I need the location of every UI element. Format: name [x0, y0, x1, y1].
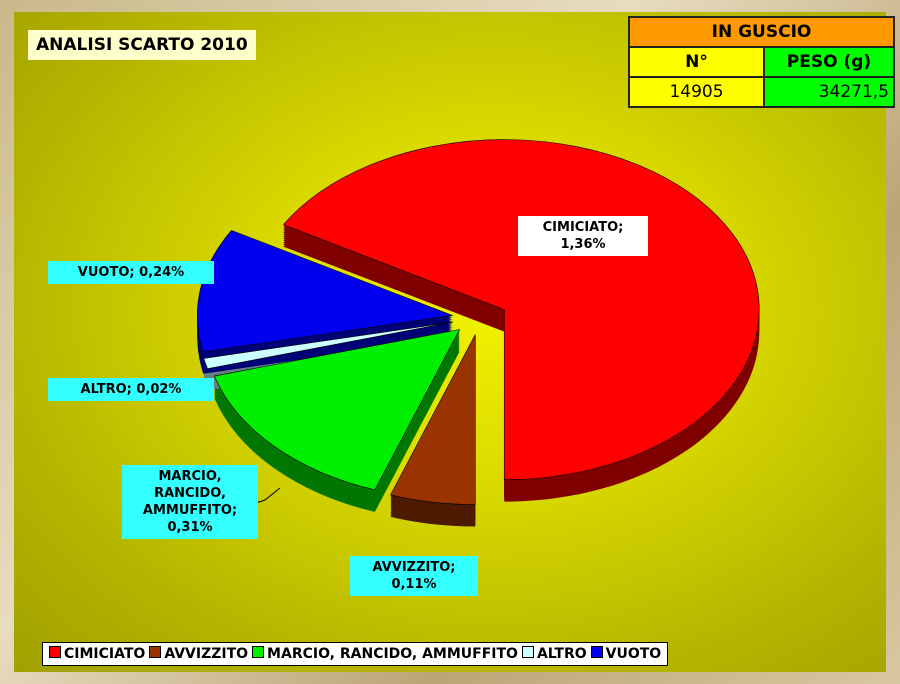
data-label: CIMICIATO; 1,36% [518, 216, 648, 256]
data-label: AVVIZZITO; 0,11% [350, 556, 478, 596]
legend-item: ALTRO [521, 646, 587, 662]
table-cell: 34271,5 [763, 76, 895, 108]
slice [203, 321, 453, 369]
legend-label: MARCIO, RANCIDO, AMMUFFITO [267, 646, 518, 662]
legend-swatch [149, 646, 162, 658]
table-header: N° [628, 46, 765, 78]
legend: CIMICIATO AVVIZZITO MARCIO, RANCIDO, AMMUF… [42, 642, 669, 666]
chart-title: ANALISI SCARTO 2010 [28, 30, 256, 60]
data-label: MARCIO, RANCIDO, AMMUFFITO; 0,31% [122, 465, 258, 539]
slice [390, 334, 476, 505]
table-title: IN GUSCIO [628, 16, 895, 48]
legend-item: CIMICIATO [49, 646, 145, 662]
legend-label: VUOTO [605, 646, 662, 662]
slice [197, 230, 454, 353]
legend-label: CIMICIATO [64, 646, 146, 662]
table-cell: 14905 [628, 76, 765, 108]
legend-swatch [252, 646, 265, 658]
data-label: VUOTO; 0,24% [48, 261, 214, 284]
summary-table: IN GUSCIO N° PESO (g) 14905 34271,5 [628, 16, 895, 108]
legend-label: ALTRO [536, 646, 587, 662]
legend-swatch [521, 646, 534, 658]
legend-swatch [49, 646, 61, 658]
data-label: ALTRO; 0,02% [48, 378, 214, 401]
legend-item: VUOTO [590, 646, 662, 662]
legend-swatch [590, 646, 603, 658]
legend-label: AVVIZZITO [164, 646, 249, 662]
table-header: PESO (g) [763, 46, 895, 78]
legend-item: MARCIO, RANCIDO, AMMUFFITO [252, 646, 518, 662]
legend-item: AVVIZZITO [149, 646, 248, 662]
slice [213, 329, 461, 491]
